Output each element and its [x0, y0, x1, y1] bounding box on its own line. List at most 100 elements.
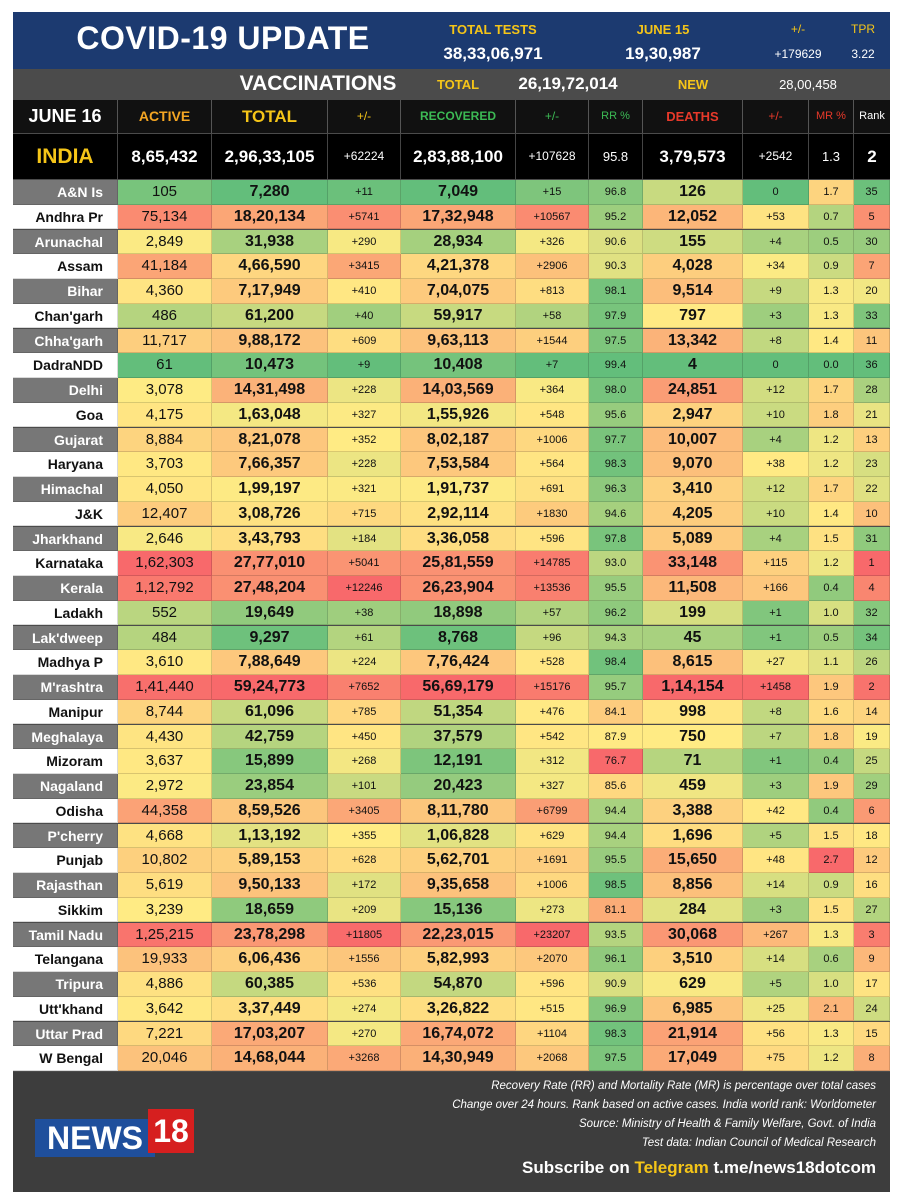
india-mr: 1.3 — [809, 134, 854, 179]
total-change-cell: +172 — [328, 873, 401, 898]
recovered-cell: 14,30,949 — [401, 1046, 516, 1071]
total-change-cell: +450 — [328, 724, 401, 750]
total-change-cell: +228 — [328, 378, 401, 403]
total-change-cell: +5041 — [328, 551, 401, 576]
total-cell: 9,50,133 — [212, 873, 328, 898]
deaths-change-cell: 0 — [743, 180, 809, 205]
mr-cell: 1.5 — [809, 823, 854, 849]
deaths-change-cell: +5 — [743, 823, 809, 849]
mr-cell: 1.7 — [809, 180, 854, 205]
rank-cell: 17 — [854, 972, 890, 997]
total-change-cell: +274 — [328, 996, 401, 1022]
rank-cell: 28 — [854, 378, 890, 403]
mr-cell: 1.2 — [809, 551, 854, 576]
recovered-change-cell: +596 — [516, 526, 589, 552]
total-cell: 3,37,449 — [212, 996, 328, 1022]
deaths-cell: 10,007 — [643, 427, 743, 453]
deaths-change-cell: +25 — [743, 996, 809, 1022]
rr-cell: 87.9 — [589, 724, 643, 750]
mr-cell: 1.9 — [809, 774, 854, 799]
total-change-cell: +38 — [328, 600, 401, 626]
recovered-change-cell: +1104 — [516, 1021, 589, 1047]
deaths-change-cell: +115 — [743, 551, 809, 576]
recovered-change-cell: +6799 — [516, 798, 589, 824]
rank-cell: 4 — [854, 576, 890, 601]
rank-cell: 36 — [854, 353, 890, 378]
rr-cell: 90.3 — [589, 254, 643, 279]
rank-cell: 33 — [854, 303, 890, 329]
mr-cell: 0.4 — [809, 576, 854, 601]
vacc-total-value: 26,19,72,014 — [518, 74, 618, 93]
state-name: P'cherry — [13, 823, 118, 849]
table-row: Chan'garh 486 61,200 +40 59,917 +58 97.9 797 +3 1… — [13, 303, 890, 329]
rr-cell: 93.5 — [589, 922, 643, 948]
table-row: Kerala 1,12,792 27,48,204 +12246 26,23,904 +1… — [13, 576, 890, 601]
total-change-cell: +715 — [328, 501, 401, 527]
mr-cell: 1.2 — [809, 1046, 854, 1071]
recovered-cell: 8,11,780 — [401, 798, 516, 824]
vaccinations-bar: VACCINATIONS TOTAL 26,19,72,014 NEW 28,0… — [13, 69, 890, 100]
total-tests-label: TOTAL TESTS — [449, 22, 537, 37]
india-total: 2,96,33,105 — [212, 134, 328, 179]
table-row: Delhi 3,078 14,31,498 +228 14,03,569 +364 98.0… — [13, 378, 890, 403]
rr-cell: 96.1 — [589, 947, 643, 972]
recovered-change-cell: +2070 — [516, 947, 589, 972]
table-row: P'cherry 4,668 1,13,192 +355 1,06,828 +629 94.… — [13, 823, 890, 849]
india-rank: 2 — [867, 147, 877, 166]
state-name: Meghalaya — [13, 724, 118, 750]
recovered-change-cell: +23207 — [516, 922, 589, 948]
recovered-change-cell: +7 — [516, 353, 589, 378]
recovered-cell: 20,423 — [401, 774, 516, 799]
recovered-cell: 9,63,113 — [401, 328, 516, 354]
rr-cell: 95.2 — [589, 204, 643, 230]
state-name: Telangana — [13, 947, 118, 972]
recovered-cell: 14,03,569 — [401, 378, 516, 403]
deaths-change-cell: +1 — [743, 625, 809, 651]
table-row: Tamil Nadu 1,25,215 23,78,298 +11805 22,23,0… — [13, 922, 890, 948]
vacc-new-label: NEW — [677, 77, 709, 92]
telegram-link[interactable]: Telegram — [634, 1158, 709, 1177]
header-rr: RR % — [589, 100, 643, 133]
state-name: Delhi — [13, 378, 118, 403]
mr-cell: 1.4 — [809, 501, 854, 527]
rr-cell: 98.3 — [589, 1021, 643, 1047]
recovered-change-cell: +273 — [516, 897, 589, 923]
deaths-cell: 4,205 — [643, 501, 743, 527]
recovered-cell: 1,06,828 — [401, 823, 516, 849]
recovered-change-cell: +58 — [516, 303, 589, 329]
total-change-cell: +228 — [328, 452, 401, 477]
deaths-change-cell: +267 — [743, 922, 809, 948]
state-name: Himachal — [13, 477, 118, 502]
rank-cell: 5 — [854, 204, 890, 230]
rr-cell: 96.8 — [589, 180, 643, 205]
mr-cell: 1.9 — [809, 675, 854, 700]
recovered-change-cell: +564 — [516, 452, 589, 477]
rr-cell: 99.4 — [589, 353, 643, 378]
deaths-change-cell: +8 — [743, 328, 809, 354]
total-cell: 27,77,010 — [212, 551, 328, 576]
rr-cell: 94.4 — [589, 798, 643, 824]
recovered-cell: 7,04,075 — [401, 279, 516, 304]
rank-cell: 8 — [854, 1046, 890, 1071]
deaths-change-cell: +12 — [743, 477, 809, 502]
mr-cell: 1.7 — [809, 378, 854, 403]
mr-cell: 0.6 — [809, 947, 854, 972]
table-row: M'rashtra 1,41,440 59,24,773 +7652 56,69,179… — [13, 675, 890, 700]
footer-note-rates: Recovery Rate (RR) and Mortality Rate (M… — [491, 1080, 876, 1092]
telegram-url[interactable]: t.me/news18dotcom — [708, 1158, 877, 1177]
active-cell: 552 — [118, 600, 212, 626]
recovered-change-cell: +96 — [516, 625, 589, 651]
table-row: Gujarat 8,884 8,21,078 +352 8,02,187 +1006 97.… — [13, 427, 890, 453]
deaths-change-cell: +3 — [743, 774, 809, 799]
state-name: Nagaland — [13, 774, 118, 799]
change-label: +/- — [790, 22, 806, 36]
header-total: TOTAL — [212, 100, 328, 133]
header-deaths: DEATHS — [643, 100, 743, 133]
recovered-change-cell: +326 — [516, 229, 589, 255]
table-row: Jharkhand 2,646 3,43,793 +184 3,36,058 +596 97… — [13, 526, 890, 552]
total-change-cell: +61 — [328, 625, 401, 651]
header-recovered: RECOVERED — [401, 100, 516, 133]
total-cell: 14,31,498 — [212, 378, 328, 403]
total-change-cell: +224 — [328, 650, 401, 675]
deaths-cell: 155 — [643, 229, 743, 255]
